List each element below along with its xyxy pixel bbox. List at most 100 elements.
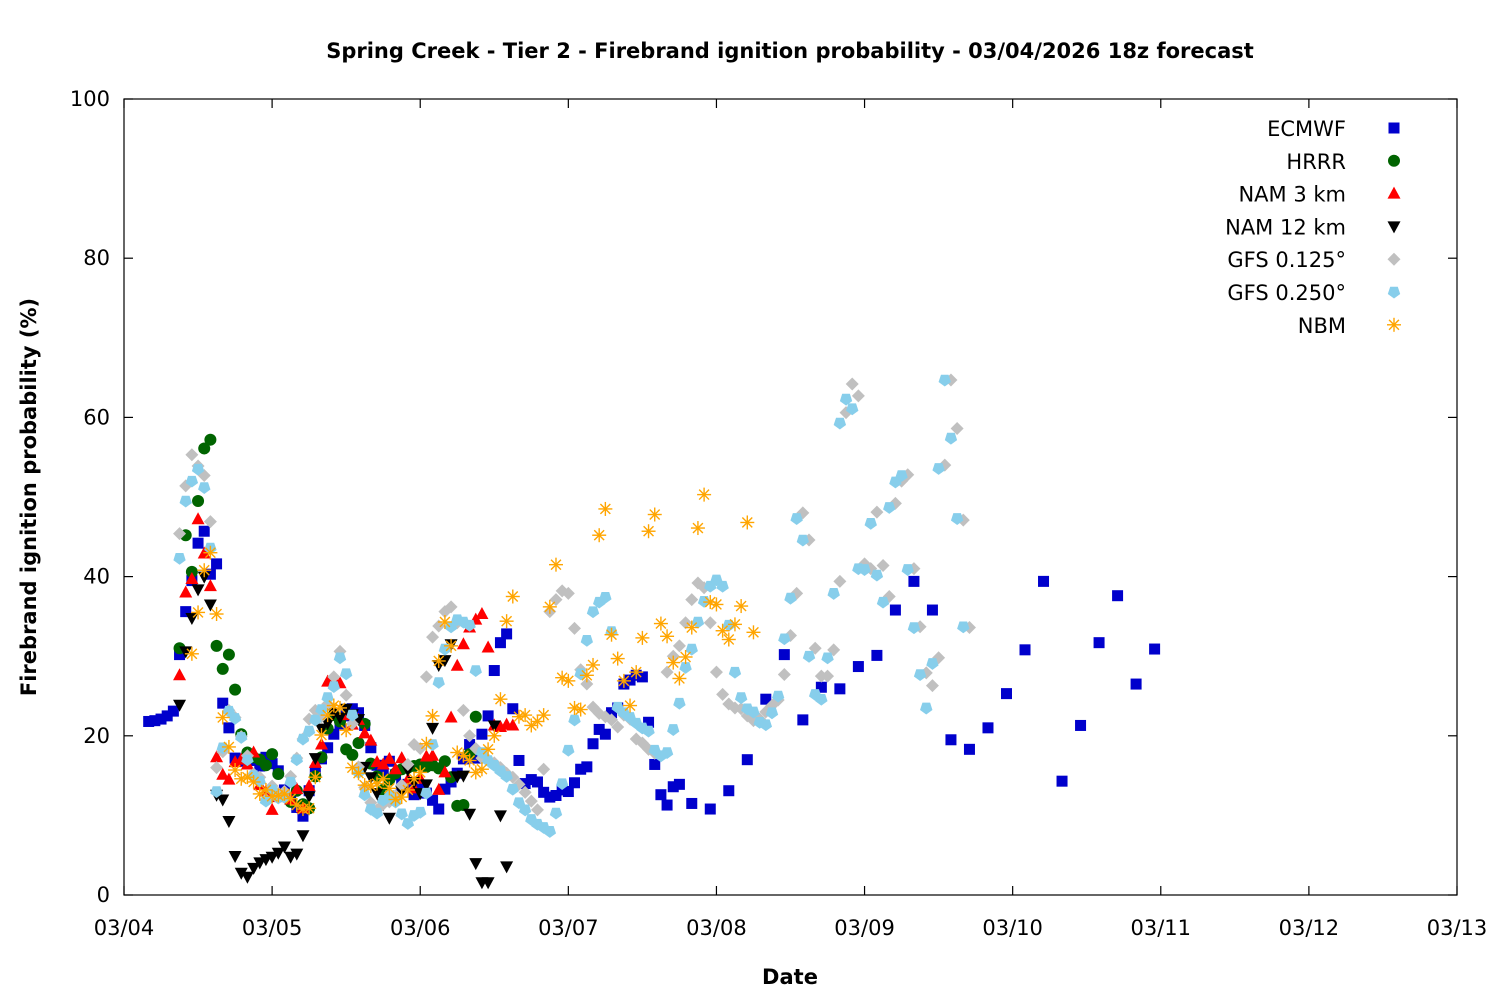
data-point-gfs-0-250deg <box>549 807 563 820</box>
data-point-nbm <box>641 524 656 539</box>
y-tick-label: 60 <box>83 405 110 429</box>
data-point-nam-3-km <box>179 585 193 598</box>
data-point-nam-3-km <box>456 637 470 650</box>
data-point-nbm <box>690 521 705 536</box>
data-point-ecmwf <box>513 754 525 766</box>
data-point-ecmwf <box>889 604 901 616</box>
data-point-ecmwf <box>778 649 790 661</box>
data-point-gfs-0-250deg <box>327 681 341 693</box>
data-point-ecmwf <box>322 742 334 754</box>
data-point-nbm <box>579 668 594 683</box>
data-point-hrrr <box>216 662 229 675</box>
legend-label: ECMWF <box>1267 117 1346 141</box>
data-point-gfs-0-250deg <box>599 591 612 604</box>
data-point-ecmwf <box>575 763 587 775</box>
data-point-ecmwf <box>926 604 938 616</box>
data-point-nbm <box>326 698 341 713</box>
data-point-ecmwf <box>161 710 173 722</box>
data-point-ecmwf <box>945 734 957 746</box>
data-point-gfs-0-250deg <box>580 635 593 647</box>
data-point-gfs-0-125deg <box>709 665 723 679</box>
data-point-hrrr <box>352 736 365 749</box>
data-point-nbm <box>573 702 588 717</box>
data-point-gfs-0-125deg <box>870 505 884 519</box>
data-point-gfs-0-125deg <box>524 794 538 808</box>
data-point-ecmwf <box>297 810 309 822</box>
data-point-gfs-0-125deg <box>185 448 199 462</box>
data-point-ecmwf <box>562 786 574 798</box>
data-point-nam-3-km <box>191 512 205 525</box>
data-point-gfs-0-125deg <box>833 574 847 588</box>
data-point-ecmwf <box>223 722 235 734</box>
data-point-gfs-0-125deg <box>611 720 625 734</box>
data-point-ecmwf <box>852 661 864 673</box>
data-point-gfs-0-250deg <box>772 690 785 703</box>
data-point-nbm <box>586 657 601 672</box>
data-point-nam-12-km <box>240 871 254 884</box>
data-point-gfs-0-125deg <box>821 669 835 683</box>
data-point-nam-3-km <box>444 710 458 723</box>
data-point-ecmwf <box>673 778 685 790</box>
data-point-nbm <box>518 708 533 723</box>
data-point-gfs-0-125deg <box>672 639 686 653</box>
data-point-nam-12-km <box>234 867 248 880</box>
data-point-ecmwf <box>211 558 223 570</box>
data-point-nbm <box>246 774 261 789</box>
data-point-nam-3-km <box>506 718 520 731</box>
data-point-hrrr <box>346 748 359 761</box>
y-tick-label: 40 <box>83 565 110 589</box>
data-point-nam-12-km <box>271 847 285 860</box>
data-point-nam-12-km <box>493 810 507 823</box>
data-point-nbm <box>197 563 212 578</box>
data-point-ecmwf <box>346 703 358 715</box>
data-point-gfs-0-250deg <box>518 804 532 817</box>
data-point-ecmwf <box>198 525 210 537</box>
data-point-ecmwf <box>1093 637 1105 649</box>
data-point-ecmwf <box>797 714 809 726</box>
data-point-nbm <box>734 599 749 614</box>
data-point-nbm <box>425 708 440 723</box>
data-point-gfs-0-250deg <box>469 665 482 678</box>
data-point-ecmwf <box>365 742 377 754</box>
data-point-hrrr <box>266 748 279 761</box>
data-point-gfs-0-250deg <box>302 725 316 738</box>
data-point-gfs-0-250deg <box>691 616 705 629</box>
data-point-ecmwf <box>328 728 340 740</box>
data-point-nam-12-km <box>463 808 477 821</box>
data-point-gfs-0-250deg <box>839 393 853 406</box>
data-point-gfs-0-125deg <box>561 586 575 600</box>
data-point-gfs-0-125deg <box>444 600 458 614</box>
data-point-ecmwf <box>266 758 278 770</box>
legend-marker-nam-3-km <box>1387 186 1401 199</box>
data-point-nbm <box>413 765 428 780</box>
data-point-nbm <box>740 515 755 530</box>
data-point-gfs-0-125deg <box>210 761 224 775</box>
data-point-ecmwf <box>606 707 618 719</box>
data-point-nbm <box>221 739 236 754</box>
plot-points <box>143 373 1161 890</box>
data-point-nam-3-km <box>475 607 489 620</box>
data-point-nam-3-km <box>389 762 403 775</box>
data-point-nbm <box>727 617 742 632</box>
data-point-nam-12-km <box>222 815 236 828</box>
data-point-nam-12-km <box>364 772 378 785</box>
data-point-gfs-0-250deg <box>920 702 933 715</box>
data-point-nbm <box>308 770 323 785</box>
data-point-ecmwf <box>525 774 537 786</box>
data-point-gfs-0-250deg <box>876 596 890 609</box>
data-point-gfs-0-250deg <box>938 374 951 387</box>
data-point-nam-3-km <box>426 748 440 761</box>
x-tick-label: 03/10 <box>982 916 1043 940</box>
data-point-gfs-0-250deg <box>414 806 427 819</box>
data-point-gfs-0-125deg <box>173 527 187 541</box>
data-point-nam-12-km <box>500 861 514 874</box>
data-point-nbm <box>660 629 675 644</box>
data-point-gfs-0-125deg <box>716 687 730 701</box>
data-point-nam-3-km <box>450 658 464 671</box>
data-point-nbm <box>363 778 378 793</box>
data-point-gfs-0-250deg <box>759 719 773 732</box>
data-point-ecmwf <box>192 537 204 549</box>
data-point-nam-12-km <box>401 765 415 778</box>
data-point-gfs-0-250deg <box>846 403 859 416</box>
data-point-ecmwf <box>408 789 420 801</box>
